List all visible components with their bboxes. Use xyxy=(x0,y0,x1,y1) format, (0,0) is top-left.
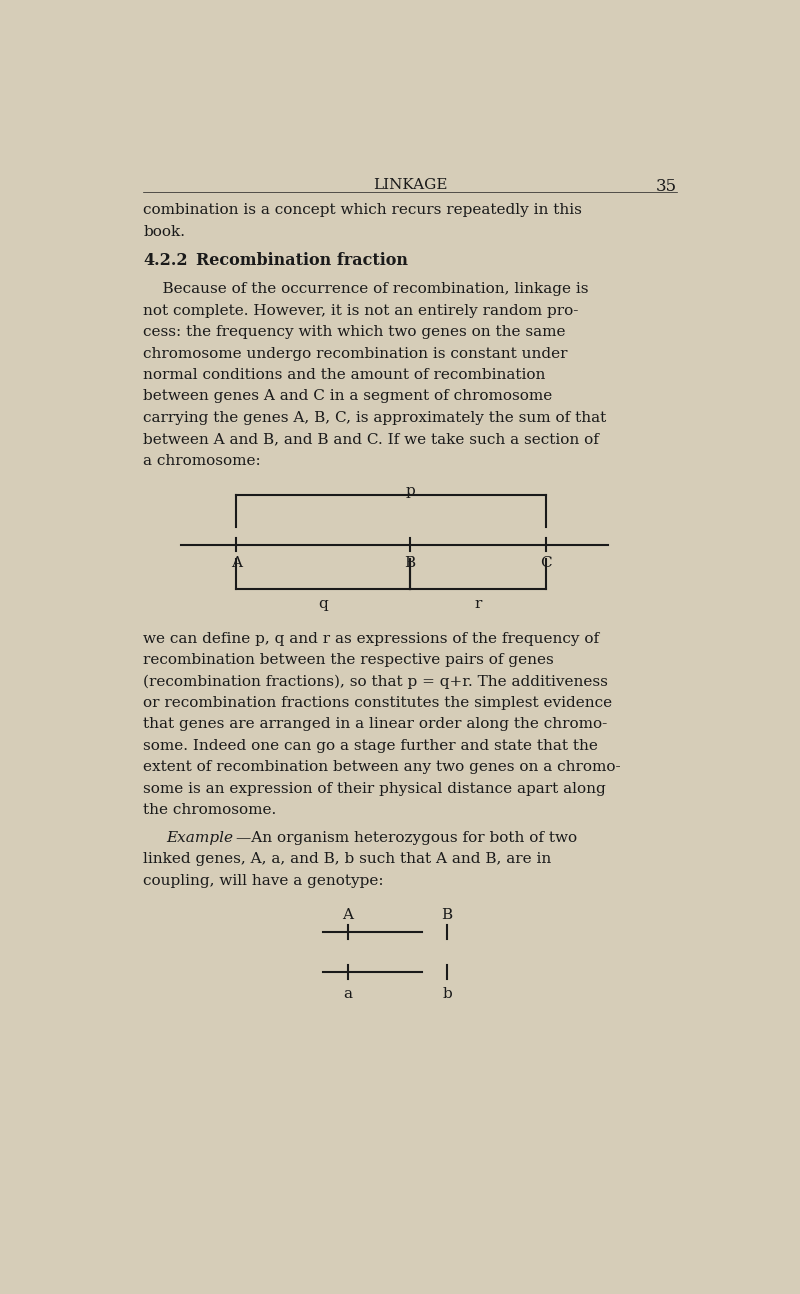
Text: recombination between the respective pairs of genes: recombination between the respective pai… xyxy=(143,653,554,666)
Text: we can define p, q and r as expressions of the frequency of: we can define p, q and r as expressions … xyxy=(143,631,599,646)
Text: —An organism heterozygous for both of two: —An organism heterozygous for both of tw… xyxy=(237,831,578,845)
Text: q: q xyxy=(318,598,328,611)
Text: normal conditions and the amount of recombination: normal conditions and the amount of reco… xyxy=(143,367,546,382)
Text: carrying the genes A, B, C, is approximately the sum of that: carrying the genes A, B, C, is approxima… xyxy=(143,411,606,424)
Text: combination is a concept which recurs repeatedly in this: combination is a concept which recurs re… xyxy=(143,203,582,217)
Text: some is an expression of their physical distance apart along: some is an expression of their physical … xyxy=(143,782,606,796)
Text: Example: Example xyxy=(166,831,234,845)
Text: not complete. However, it is not an entirely random pro-: not complete. However, it is not an enti… xyxy=(143,304,578,318)
Text: 35: 35 xyxy=(655,179,677,195)
Text: between genes A and C in a segment of chromosome: between genes A and C in a segment of ch… xyxy=(143,389,553,404)
Text: the chromosome.: the chromosome. xyxy=(143,802,277,817)
Text: a: a xyxy=(343,987,353,1000)
Text: chromosome undergo recombination is constant under: chromosome undergo recombination is cons… xyxy=(143,347,568,361)
Text: p: p xyxy=(405,484,415,498)
Text: cess: the frequency with which two genes on the same: cess: the frequency with which two genes… xyxy=(143,325,566,339)
Text: B: B xyxy=(442,908,453,921)
Text: that genes are arranged in a linear order along the chromo-: that genes are arranged in a linear orde… xyxy=(143,717,608,731)
Text: B: B xyxy=(405,556,415,571)
Text: b: b xyxy=(442,987,452,1000)
Text: LINKAGE: LINKAGE xyxy=(373,179,447,193)
Text: (recombination fractions), so that p = q+r. The additiveness: (recombination fractions), so that p = q… xyxy=(143,674,608,688)
Text: book.: book. xyxy=(143,225,186,238)
Text: C: C xyxy=(541,556,552,571)
Text: between A and B, and B and C. If we take such a section of: between A and B, and B and C. If we take… xyxy=(143,432,599,446)
Text: a chromosome:: a chromosome: xyxy=(143,454,261,467)
Text: A: A xyxy=(342,908,354,921)
Text: A: A xyxy=(231,556,242,571)
Text: coupling, will have a genotype:: coupling, will have a genotype: xyxy=(143,873,384,888)
Text: or recombination fractions constitutes the simplest evidence: or recombination fractions constitutes t… xyxy=(143,696,613,710)
Text: Recombination fraction: Recombination fraction xyxy=(196,252,408,269)
Text: 4.2.2: 4.2.2 xyxy=(143,252,188,269)
Text: Because of the occurrence of recombination, linkage is: Because of the occurrence of recombinati… xyxy=(143,282,589,296)
Text: linked genes, A, a, and B, b such that A and B, are in: linked genes, A, a, and B, b such that A… xyxy=(143,853,552,866)
Text: some. Indeed one can go a stage further and state that the: some. Indeed one can go a stage further … xyxy=(143,739,598,753)
Text: extent of recombination between any two genes on a chromo-: extent of recombination between any two … xyxy=(143,760,621,774)
Text: r: r xyxy=(474,598,482,611)
